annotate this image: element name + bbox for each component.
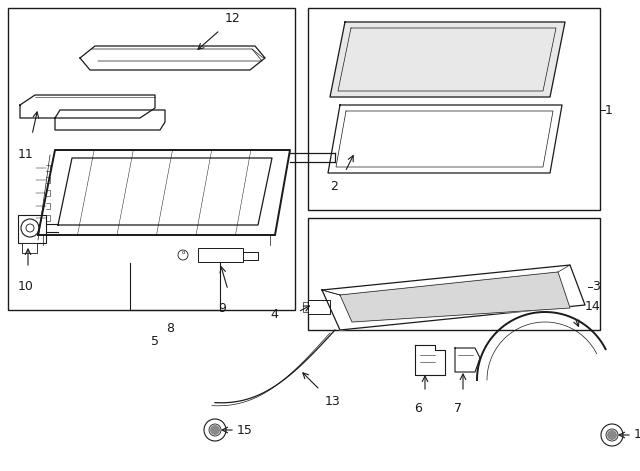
Polygon shape bbox=[340, 272, 570, 322]
Circle shape bbox=[607, 430, 617, 440]
Bar bbox=[22, 243, 37, 253]
Polygon shape bbox=[336, 111, 553, 167]
Bar bbox=[18, 215, 46, 243]
Text: 4: 4 bbox=[270, 308, 278, 320]
Text: 8: 8 bbox=[166, 322, 174, 335]
Bar bbox=[308, 300, 330, 314]
Text: 9: 9 bbox=[218, 302, 226, 315]
Text: 6: 6 bbox=[414, 402, 422, 415]
Bar bbox=[8, 8, 295, 310]
Text: 15: 15 bbox=[634, 429, 640, 441]
Bar bbox=[308, 8, 600, 210]
Text: 3: 3 bbox=[592, 281, 600, 293]
Text: 14: 14 bbox=[585, 300, 601, 313]
Text: 1: 1 bbox=[605, 104, 613, 116]
Polygon shape bbox=[328, 105, 562, 173]
Bar bbox=[198, 248, 243, 262]
Text: 12: 12 bbox=[225, 12, 241, 25]
Text: 11: 11 bbox=[18, 148, 34, 161]
Text: 13: 13 bbox=[325, 395, 340, 408]
Circle shape bbox=[210, 425, 220, 435]
Polygon shape bbox=[330, 22, 565, 97]
Bar bbox=[308, 218, 600, 330]
Text: 10: 10 bbox=[18, 280, 34, 293]
Text: 7: 7 bbox=[454, 402, 462, 415]
Polygon shape bbox=[322, 265, 585, 330]
Polygon shape bbox=[338, 28, 556, 91]
Text: 15: 15 bbox=[237, 423, 253, 437]
Text: o: o bbox=[181, 251, 185, 255]
Text: 5: 5 bbox=[151, 335, 159, 348]
Text: 2: 2 bbox=[330, 180, 338, 193]
